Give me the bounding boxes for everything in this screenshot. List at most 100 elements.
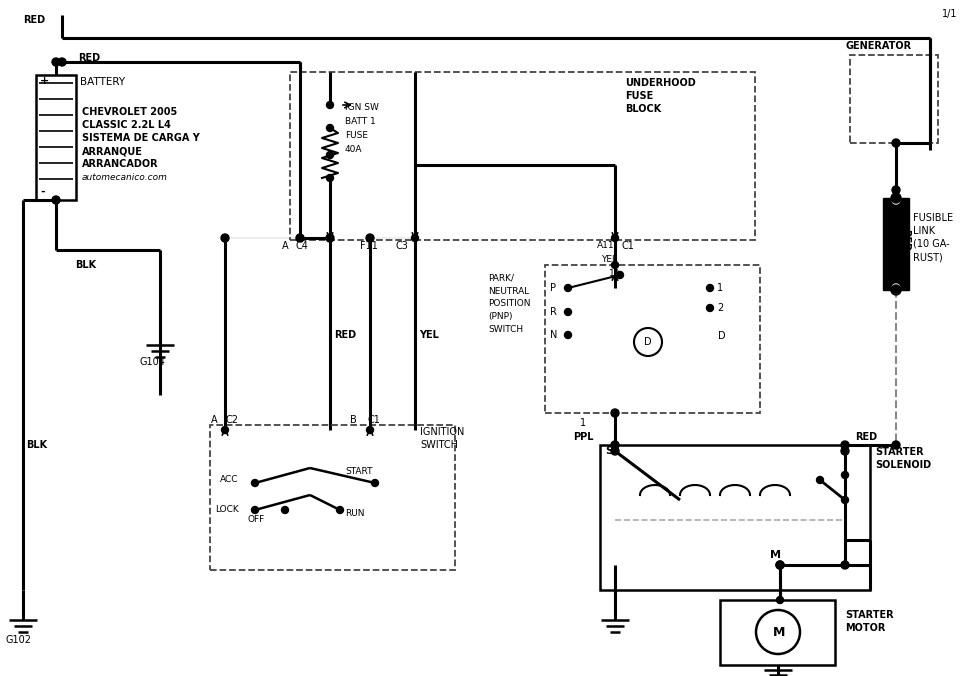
Text: CLASSIC 2.2L L4: CLASSIC 2.2L L4 [82, 120, 171, 130]
Text: BLK: BLK [26, 440, 47, 450]
Text: (10 GA-: (10 GA- [913, 239, 950, 249]
Circle shape [366, 427, 373, 433]
Circle shape [611, 447, 619, 455]
Circle shape [565, 331, 572, 339]
Circle shape [371, 479, 378, 487]
Text: -: - [40, 187, 45, 197]
Text: START: START [345, 468, 372, 477]
Text: ARRANCADOR: ARRANCADOR [82, 159, 158, 169]
Circle shape [841, 441, 849, 449]
Text: N: N [550, 330, 557, 340]
Text: 1: 1 [717, 283, 723, 293]
Text: OFF: OFF [248, 516, 265, 525]
Text: B: B [350, 415, 357, 425]
Text: POSITION: POSITION [488, 299, 531, 308]
Text: M: M [773, 625, 786, 639]
Circle shape [251, 506, 259, 514]
Text: 1: 1 [580, 418, 586, 428]
Circle shape [777, 596, 784, 604]
Text: RED: RED [334, 330, 357, 340]
Text: 1/1: 1/1 [942, 9, 957, 19]
Text: C1: C1 [367, 415, 380, 425]
Text: CHEVROLET 2005: CHEVROLET 2005 [82, 107, 177, 117]
Text: P: P [550, 283, 556, 293]
Text: PARK/: PARK/ [488, 274, 514, 283]
Text: C1: C1 [622, 241, 635, 251]
Circle shape [296, 234, 304, 242]
Text: GENERATOR: GENERATOR [845, 41, 912, 51]
Bar [850, 55, 938, 143]
Circle shape [892, 196, 900, 204]
Text: SOLENOID: SOLENOID [875, 460, 931, 470]
Circle shape [411, 235, 418, 241]
Text: SWITCH: SWITCH [488, 326, 523, 335]
Circle shape [565, 285, 572, 291]
Text: A: A [211, 415, 218, 425]
Circle shape [221, 234, 229, 242]
Text: UNDERHOOD: UNDERHOOD [625, 78, 696, 88]
Text: 40A: 40A [345, 145, 362, 155]
Text: RUN: RUN [345, 508, 364, 518]
Circle shape [612, 235, 618, 241]
Text: G104: G104 [140, 357, 166, 367]
Text: NEUTRAL: NEUTRAL [488, 287, 530, 295]
Bar [290, 72, 755, 240]
Circle shape [892, 139, 900, 147]
Text: LOCK: LOCK [215, 506, 238, 514]
Circle shape [706, 304, 713, 312]
Text: R: R [550, 307, 557, 317]
Circle shape [326, 174, 333, 181]
Text: RUST): RUST) [913, 252, 943, 262]
Circle shape [891, 193, 901, 203]
Text: STARTER: STARTER [845, 610, 894, 620]
Circle shape [52, 196, 60, 204]
Text: IGNITION: IGNITION [420, 427, 464, 437]
Circle shape [222, 427, 229, 433]
Text: D: D [644, 337, 652, 347]
Text: SWITCH: SWITCH [420, 440, 458, 450]
Text: RED: RED [855, 432, 877, 442]
Bar [720, 600, 835, 665]
Text: G102: G102 [5, 635, 31, 645]
Text: IGN SW: IGN SW [345, 103, 379, 112]
Circle shape [616, 272, 623, 279]
Text: 2: 2 [717, 303, 723, 313]
Circle shape [336, 506, 344, 514]
Text: automecanico.com: automecanico.com [82, 172, 168, 181]
Circle shape [611, 409, 619, 417]
Circle shape [281, 506, 288, 514]
Circle shape [892, 284, 900, 292]
Text: 12: 12 [609, 268, 620, 278]
Text: RED: RED [900, 229, 910, 251]
Text: F11: F11 [360, 241, 378, 251]
Text: YEL: YEL [601, 256, 617, 264]
Text: C4: C4 [296, 241, 309, 251]
Text: C2: C2 [225, 415, 238, 425]
Text: ACC: ACC [220, 475, 238, 485]
Circle shape [776, 561, 784, 569]
Text: FUSE: FUSE [625, 91, 654, 101]
Text: C3: C3 [395, 241, 407, 251]
Bar [883, 198, 909, 290]
Text: RED: RED [78, 53, 100, 63]
Text: BATT 1: BATT 1 [345, 118, 376, 126]
Circle shape [817, 477, 824, 483]
Circle shape [611, 441, 619, 449]
Text: PPL: PPL [573, 432, 593, 442]
Text: YEL: YEL [419, 330, 439, 340]
Circle shape [58, 58, 66, 66]
Circle shape [366, 234, 374, 242]
Circle shape [776, 561, 784, 569]
Circle shape [892, 186, 900, 194]
Circle shape [892, 441, 900, 449]
Text: BATTERY: BATTERY [80, 77, 125, 87]
Text: MOTOR: MOTOR [845, 623, 885, 633]
Circle shape [841, 471, 848, 479]
Circle shape [706, 285, 713, 291]
Circle shape [251, 479, 259, 487]
Circle shape [841, 496, 848, 504]
Text: (PNP): (PNP) [488, 312, 513, 322]
Circle shape [326, 124, 333, 132]
Circle shape [841, 447, 849, 455]
Bar [36, 75, 76, 200]
